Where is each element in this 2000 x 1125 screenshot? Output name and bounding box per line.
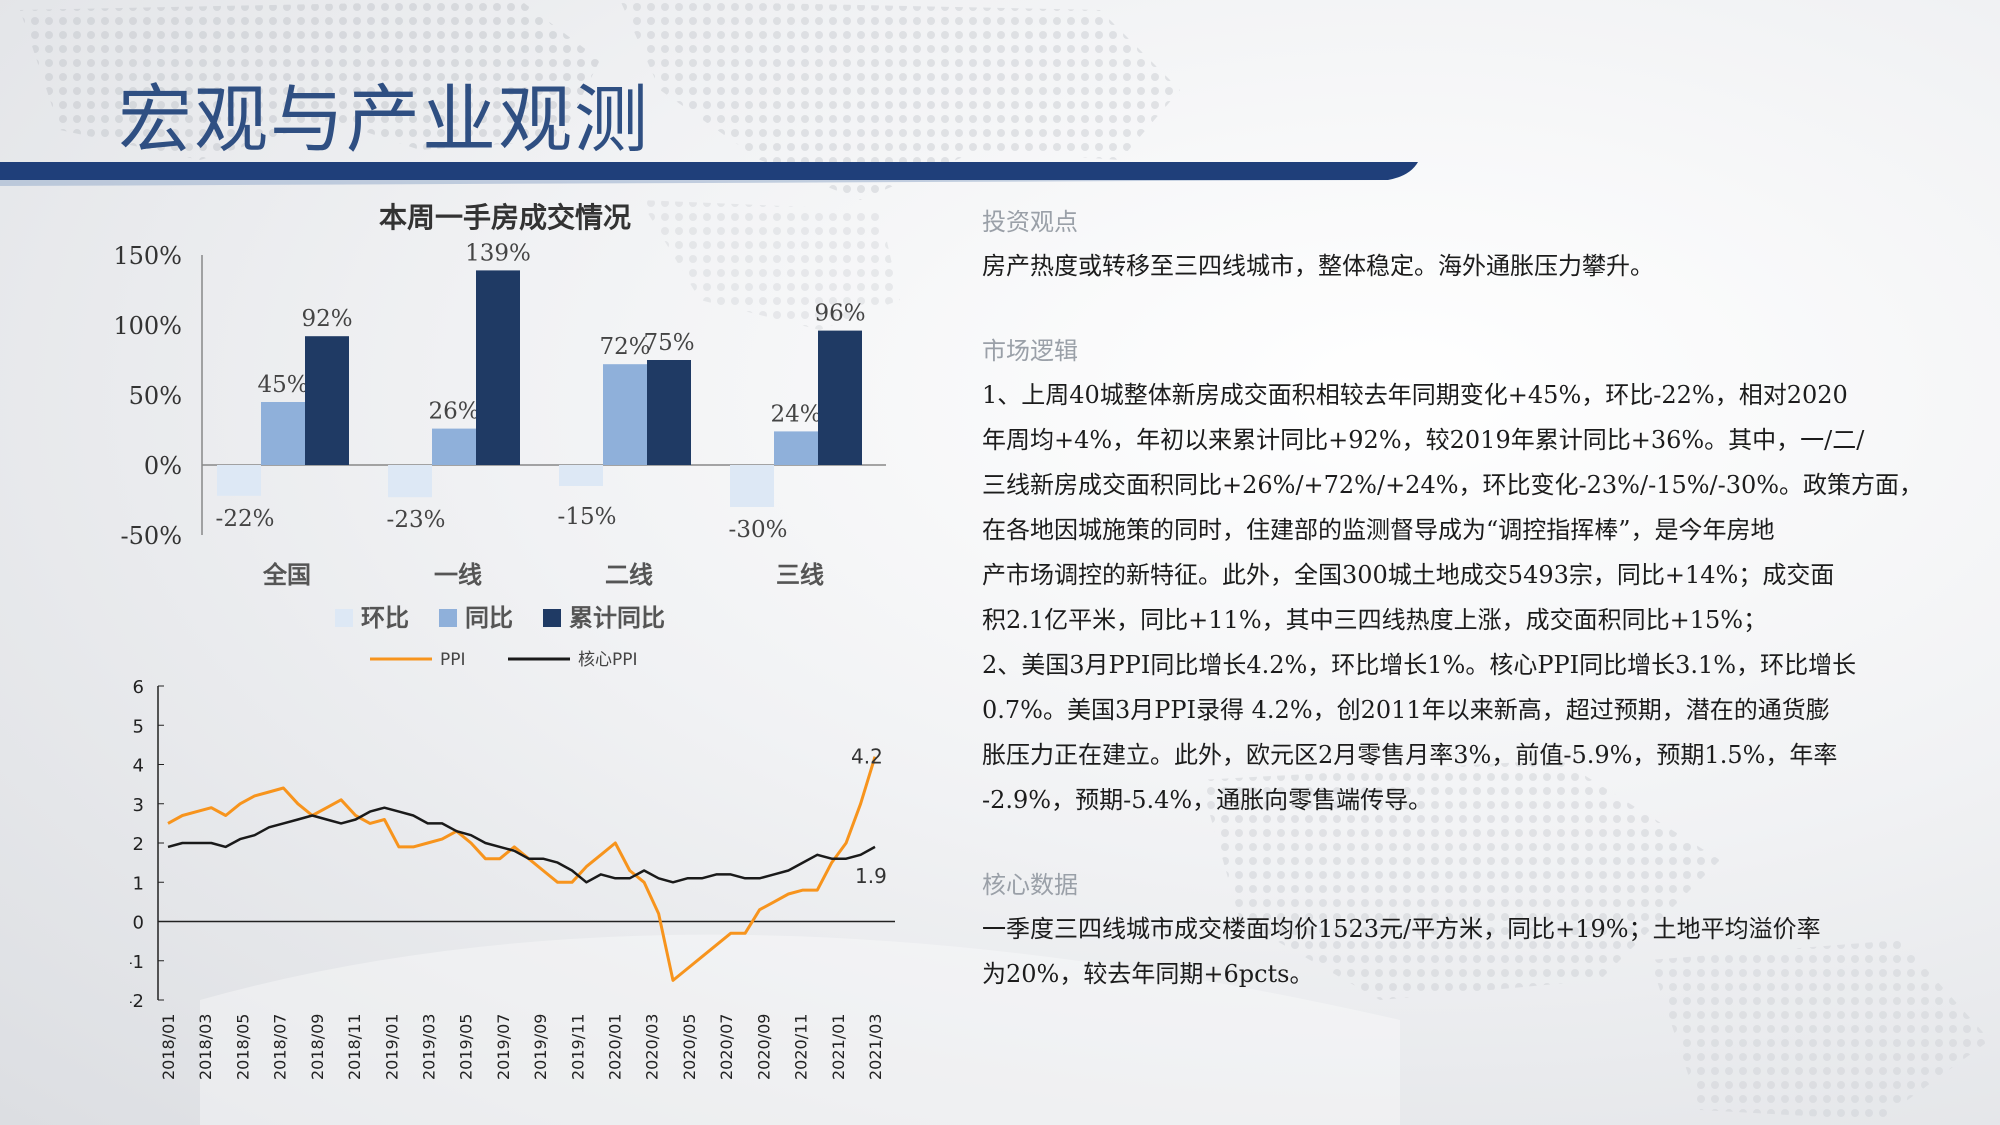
legend-label: 环比 [361, 603, 409, 632]
category-label: 三线 [776, 560, 824, 589]
y-tick-label: 3 [133, 795, 144, 816]
core-data-heading: 核心数据 [982, 871, 1078, 899]
x-tick-label: 2020/07 [717, 1014, 736, 1080]
x-tick-label: 2019/03 [419, 1014, 438, 1080]
data-label: 75% [643, 330, 694, 356]
data-label: 139% [465, 240, 531, 266]
x-tick-label: 2019/01 [382, 1014, 401, 1080]
y-tick-label: -2 [130, 991, 144, 1012]
core-ppi-end-label: 1.9 [855, 864, 887, 888]
logic-heading: 市场逻辑 [982, 337, 1078, 365]
bar-环比 [559, 465, 603, 486]
investment-text: 房产热度或转移至三四线城市，整体稳定。海外通胀压力攀升。 [982, 252, 1654, 280]
x-tick-label: 2021/03 [866, 1014, 885, 1080]
text-panel: 投资观点 房产热度或转移至三四线城市，整体稳定。海外通胀压力攀升。 市场逻辑 1… [982, 200, 1942, 997]
page-title: 宏观与产业观测 [118, 77, 650, 163]
x-tick-label: 2019/05 [457, 1014, 476, 1080]
y-tick-label: 150% [113, 242, 182, 270]
bar-累计同比 [476, 270, 520, 465]
bar-同比 [261, 402, 305, 465]
bar-环比 [730, 465, 774, 507]
series-line-PPI [167, 756, 877, 982]
bar-同比 [432, 428, 476, 465]
bar-环比 [388, 465, 432, 498]
bar-累计同比 [818, 330, 862, 465]
bar-累计同比 [647, 360, 691, 465]
data-label: 26% [428, 399, 479, 425]
y-tick-label: 6 [133, 677, 144, 698]
x-tick-label: 2020/09 [754, 1014, 773, 1080]
x-tick-label: 2020/03 [643, 1014, 662, 1080]
logic-text: 1、上周40城整体新房成交面积相较去年同期变化+45%，环比-22%，相对202… [982, 381, 1924, 814]
core-data-text: 一季度三四线城市成交楼面均价1523元/平方米，同比+19%；土地平均溢价率 为… [982, 915, 1821, 988]
investment-heading: 投资观点 [982, 208, 1078, 236]
x-tick-label: 2019/07 [494, 1014, 513, 1080]
category-label: 二线 [605, 560, 653, 589]
legend-label: PPI [440, 650, 466, 670]
x-tick-label: 2019/11 [568, 1014, 587, 1080]
ppi-line-chart: -2 -1 0 1 2 3 4 5 6 2018/01 2018/03 2018/05 2018/07 2… [130, 650, 895, 1080]
data-label: 24% [770, 401, 821, 427]
legend-swatch [543, 609, 561, 627]
header-divider-bar [0, 162, 1418, 186]
y-tick-label: 2 [133, 834, 144, 855]
category-label: 全国 [262, 560, 311, 589]
data-label: 45% [257, 372, 308, 398]
y-tick-label: -1 [130, 952, 144, 973]
x-tick-label: 2019/09 [531, 1014, 550, 1080]
y-tick-label: 0 [133, 913, 144, 934]
x-tick-label: 2021/01 [829, 1014, 848, 1080]
y-tick-label: 1 [133, 873, 144, 894]
series-line-核心PPI [167, 806, 876, 884]
y-tick-label: -50% [121, 522, 182, 550]
data-label: -30% [729, 517, 788, 543]
data-label: -23% [387, 507, 446, 533]
x-tick-label: 2018/03 [196, 1014, 215, 1080]
ppi-end-label: 4.2 [851, 745, 883, 769]
category-label: 一线 [434, 560, 482, 589]
y-tick-label: 4 [133, 756, 144, 777]
data-label: -15% [558, 504, 617, 530]
data-label: -22% [216, 506, 275, 532]
housing-transaction-bar-chart: 本周一手房成交情况 -50% 0% 50% 100% 150% -22% 45% 92% 全国 -… [113, 201, 886, 632]
y-tick-label: 50% [129, 382, 182, 410]
x-tick-label: 2020/01 [606, 1014, 625, 1080]
x-tick-label: 2018/07 [271, 1014, 290, 1080]
y-tick-label: 5 [133, 716, 144, 737]
y-tick-label: 100% [113, 312, 182, 340]
legend-label: 累计同比 [569, 603, 665, 632]
bar-同比 [603, 364, 647, 465]
y-tick-label: 0% [144, 452, 182, 480]
data-label: 96% [814, 301, 865, 327]
x-tick-label: 2018/01 [159, 1014, 178, 1080]
x-tick-label: 2018/05 [233, 1014, 252, 1080]
x-tick-label: 2020/05 [680, 1014, 699, 1080]
x-tick-label: 2020/11 [792, 1014, 811, 1080]
legend-swatch [335, 609, 353, 627]
data-label: 72% [599, 334, 650, 360]
chart-title: 本周一手房成交情况 [379, 201, 631, 234]
legend-swatch [439, 609, 457, 627]
legend-label: 同比 [465, 603, 513, 632]
bar-同比 [774, 431, 818, 465]
x-tick-label: 2018/09 [308, 1014, 327, 1080]
x-tick-label: 2018/11 [345, 1014, 364, 1080]
bar-累计同比 [305, 336, 349, 465]
bar-环比 [217, 465, 261, 496]
legend-label: 核心PPI [578, 650, 638, 670]
data-label: 92% [301, 306, 352, 332]
